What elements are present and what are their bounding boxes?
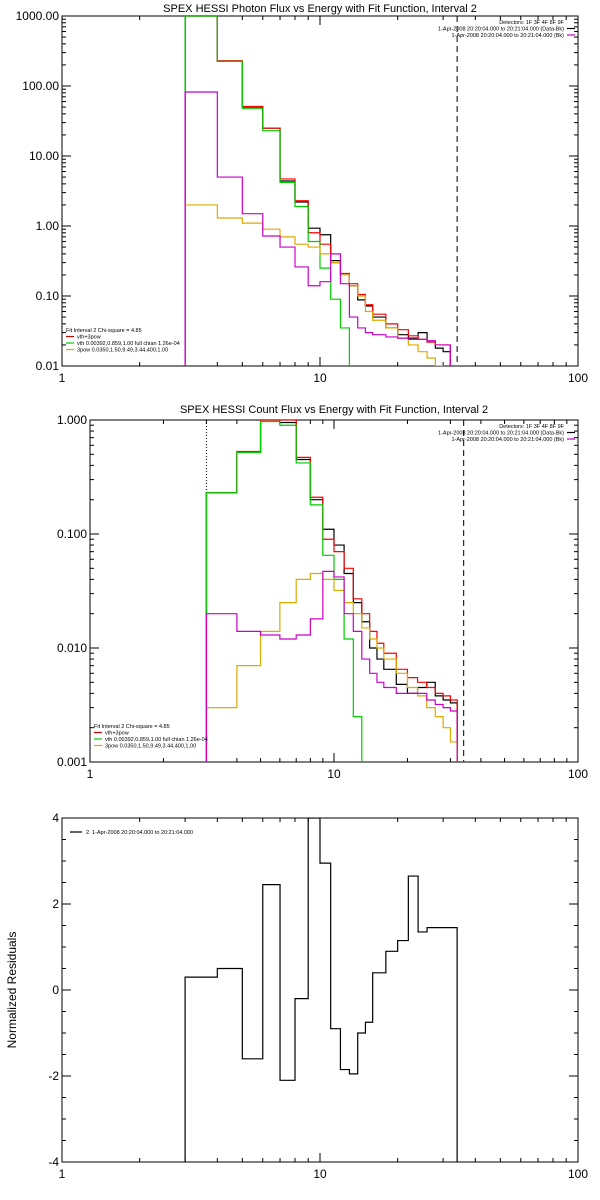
plot-frame (61, 817, 579, 1163)
series-data-bk-line (205, 420, 465, 762)
series-bk-line (184, 91, 451, 366)
fit-info-line: 3pow 0.0350,1.50,9.49,3.44,400,1.00 (77, 348, 168, 354)
y-tick-label: 4 (52, 811, 59, 825)
y-tick-label: 0.100 (57, 527, 87, 541)
header-line: 1-Apr-2008 20:20:04.000 to 20:21:04.000 … (451, 437, 564, 443)
header-line: Detectors: 1F 3F 4F 8F 9F (499, 424, 564, 430)
plot-frame (61, 15, 579, 367)
series-3pow-line (205, 572, 458, 762)
chart-title: SPEX HESSI Count Flux vs Energy with Fit… (180, 404, 488, 416)
y-tick-label: 0 (52, 983, 59, 997)
y-tick-label: -4 (48, 1155, 59, 1169)
y-tick-label: -2 (48, 1069, 59, 1083)
x-tick-label: 100 (568, 767, 588, 781)
x-tick-label: 100 (568, 371, 588, 385)
series-vth-3pow-line (205, 420, 465, 762)
fit-info-line: 3pow 0.0350,1.50,9.49,3.44,400,1.00 (105, 744, 196, 750)
series-data-bk-line (184, 16, 451, 366)
y-tick-label: 0.001 (57, 755, 87, 769)
chart-title: SPEX HESSI Photon Flux vs Energy with Fi… (163, 3, 477, 15)
y-axis-label: Normalized Residuals (5, 932, 19, 1049)
y-tick-label: 2 (52, 897, 59, 911)
legend-label: 2. 1-Apr-2008 20:20:04.000 to 20:21:04.0… (86, 830, 193, 836)
header-line: 1-Apr-2008 20:20:04.000 to 20:21:04.000 … (438, 431, 564, 437)
x-tick-label: 1 (59, 371, 66, 385)
y-tick-label: 0.01 (36, 359, 60, 373)
series-vth-line (205, 420, 363, 762)
header-line: 1-Apr-2008 20:20:04.000 to 20:21:04.000 … (438, 27, 564, 33)
y-tick-label: 0.10 (36, 289, 60, 303)
fit-info-line: vth 0.00392,0.859,1.00 full chian 1.26e-… (105, 737, 208, 743)
plot-3: 1 10 100 -4 -2 0 2 4 Normalized Residuals 2. 1-Ap… (5, 811, 588, 1181)
fit-info-line: Fit Interval 2 Chi-square = 4.85 (94, 724, 170, 730)
fit-info-line: vth+3pow (77, 335, 101, 341)
series-3pow-line (184, 204, 444, 366)
series-vth-line (184, 16, 350, 366)
y-tick-label: 100.00 (22, 79, 59, 93)
y-tick-label: 1000.00 (16, 9, 60, 23)
x-tick-label: 10 (313, 1167, 327, 1181)
y-tick-label: 1.00 (36, 219, 60, 233)
y-tick-label: 1.000 (57, 413, 87, 427)
header-line: 1-Apr-2008 20:20:04.000 to 20:21:04.000 … (451, 33, 564, 39)
x-tick-label: 100 (568, 1167, 588, 1181)
y-tick-label: 0.010 (57, 641, 87, 655)
series-vth-3pow-line (184, 16, 451, 366)
series-bk-line (205, 570, 465, 762)
fit-info-line: vth+3pow (105, 731, 129, 737)
header-line: Detectors: 1F 3F 4F 8F 9F (499, 20, 564, 26)
plot-1: SPEX HESSI Photon Flux vs Energy with Fi… (16, 3, 589, 385)
series-residuals-line (184, 818, 458, 1162)
x-tick-label: 1 (87, 767, 94, 781)
fit-info-line: Fit Interval 2 Chi-square = 4.85 (66, 328, 142, 334)
y-tick-label: 10.00 (29, 149, 59, 163)
fit-info-line: vth 0.00392,0.859,1.00 full chian 1.26e-… (77, 341, 180, 347)
x-tick-label: 10 (327, 767, 341, 781)
x-tick-label: 1 (59, 1167, 66, 1181)
plot-2: SPEX HESSI Count Flux vs Energy with Fit… (57, 404, 588, 781)
x-tick-label: 10 (313, 371, 327, 385)
